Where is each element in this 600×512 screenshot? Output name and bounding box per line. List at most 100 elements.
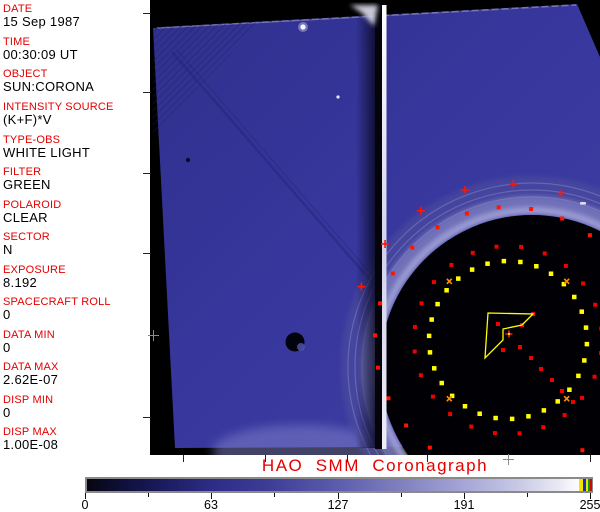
colorbar-stripe [583,479,586,491]
mid-red-fiducial-ring [448,412,453,417]
field-value: GREEN [3,177,51,192]
outer-red-fiducial-ring [410,245,415,250]
field-value: 2.62E-07 [3,372,59,387]
bottom-axis-tick [347,455,348,462]
pylon-bright-line [382,5,387,449]
mid-red-fiducial-ring [581,281,586,286]
colorbar-tick-label: 255 [579,498,600,512]
field-label: DISP MIN [3,394,54,406]
yellow-fiducial-ring [449,393,455,399]
yellow-fiducial-ring [526,414,531,419]
yellow-fiducial-ring [548,271,554,276]
bottom-axis-tick [590,455,591,462]
yellow-fiducial-ring [493,415,498,421]
field-time: TIME 00:30:09 UT [3,36,149,62]
yellow-fiducial-ring [431,366,437,371]
sun-center-dot [508,333,510,335]
mid-red-fiducial-ring [469,424,474,429]
red-plus-marks [357,282,366,291]
mid-red-fiducial-ring [563,263,568,268]
yellow-fiducial-ring [435,301,440,307]
mid-red-fiducial-ring [519,244,524,249]
outer-red-fiducial-ring [580,448,585,453]
pylon-shadow-band [356,6,376,448]
field-value: 0 [3,340,11,355]
yellow-fiducial-ring [541,408,547,413]
outer-red-fiducial-ring [496,205,501,210]
field-polaroid: POLAROID CLEAR [3,199,149,225]
yellow-fiducial-ring [426,333,432,339]
left-axis-cross [153,330,154,341]
field-sector: SECTOR N [3,231,149,257]
field-disp-min: DISP MIN 0 [3,394,149,420]
fiducial-overlay [357,180,600,453]
yellow-fiducial-ring [456,276,461,281]
mid-red-fiducial-ring [470,250,475,255]
field-label: POLAROID [3,199,62,211]
field-data-max: DATA MAX 2.62E-07 [3,361,149,387]
yellow-fiducial-ring [462,404,468,409]
chain-red-dot [501,348,505,352]
field-type-obs: TYPE-OBS WHITE LIGHT [3,134,149,160]
field-value: 00:30:09 UT [3,47,78,62]
yellow-fiducial-ring [567,387,572,392]
outer-red-fiducial-ring [375,365,380,370]
yellow-fiducial-ring [579,309,585,314]
yellow-fiducial-ring [534,263,539,269]
yellow-fiducial-ring [518,259,523,265]
star-speck-small [336,95,340,99]
colorbar-tick-label: 127 [327,498,349,512]
colorbar-stripe [586,479,588,491]
colorbar-minor-tick [148,493,149,497]
colorbar-tick-label: 0 [81,498,89,512]
hatch-texture [153,22,262,134]
yellow-fiducial-ring [561,281,567,287]
field-date: DATE 15 Sep 1987 [3,3,149,29]
colorbar [85,477,593,493]
chain-red-dot [539,367,543,371]
left-axis-tick [143,417,151,418]
coronagraph-image-panel [150,0,600,455]
pylon-top-glint [350,5,378,26]
orange-x-marks [446,278,453,285]
field-label: DATA MAX [3,361,59,373]
yellow-fiducial-ring [444,288,449,293]
mid-red-fiducial-ring [541,425,546,430]
bottom-axis-tick [265,455,266,462]
mid-red-fiducial-ring [418,373,423,378]
field-label: DATA MIN [3,329,55,341]
field-intensity-source: INTENSITY SOURCE (K+F)*V [3,101,149,127]
field-label: OBJECT [3,68,48,80]
dust-blob-crescent [297,343,305,351]
mid-red-fiducial-ring [412,324,417,329]
outer-red-fiducial-ring [560,216,565,221]
outer-red-fiducial-ring [378,301,383,306]
field-label: INTENSITY SOURCE [3,101,114,113]
colorbar-major-tick [211,493,212,499]
mid-red-fiducial-ring [419,301,424,306]
field-label: SPACECRAFT ROLL [3,296,111,308]
field-value: WHITE LIGHT [3,145,91,160]
dust-speck-dark [186,158,190,162]
mid-red-fiducial-ring [494,244,499,249]
outer-red-fiducial-ring [386,396,391,401]
bottom-axis-cross [508,454,509,465]
outer-red-fiducial-ring [427,445,432,450]
colorbar-major-tick [85,493,86,499]
mid-red-fiducial-ring [542,251,547,256]
chain-red-dot [518,345,522,349]
mid-red-fiducial-ring [592,374,597,379]
field-disp-max: DISP MAX 1.00E-08 [3,426,149,452]
yellow-fiducial-ring [469,267,475,272]
chain-red-dot [571,400,575,404]
yellow-fiducial-ring [427,350,433,355]
mid-red-fiducial-ring [492,431,497,436]
field-value: N [3,242,13,257]
chain-red-dot [496,322,500,326]
mid-red-fiducial-ring [430,394,435,399]
field-filter: FILTER GREEN [3,166,149,192]
yellow-fiducial-ring [439,380,444,386]
outer-red-fiducial-ring [373,333,378,338]
mid-red-fiducial-ring [412,349,417,354]
chain-red-dot [529,356,533,360]
